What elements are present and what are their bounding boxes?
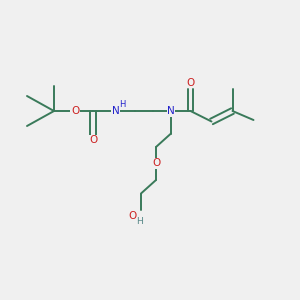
Text: N: N [112,106,119,116]
Text: H: H [136,218,143,226]
Text: O: O [71,106,79,116]
Text: N: N [167,106,175,116]
Text: O: O [128,211,137,221]
Text: O: O [89,135,97,146]
Text: O: O [186,77,195,88]
Text: O: O [153,158,161,169]
Text: H: H [119,100,125,109]
